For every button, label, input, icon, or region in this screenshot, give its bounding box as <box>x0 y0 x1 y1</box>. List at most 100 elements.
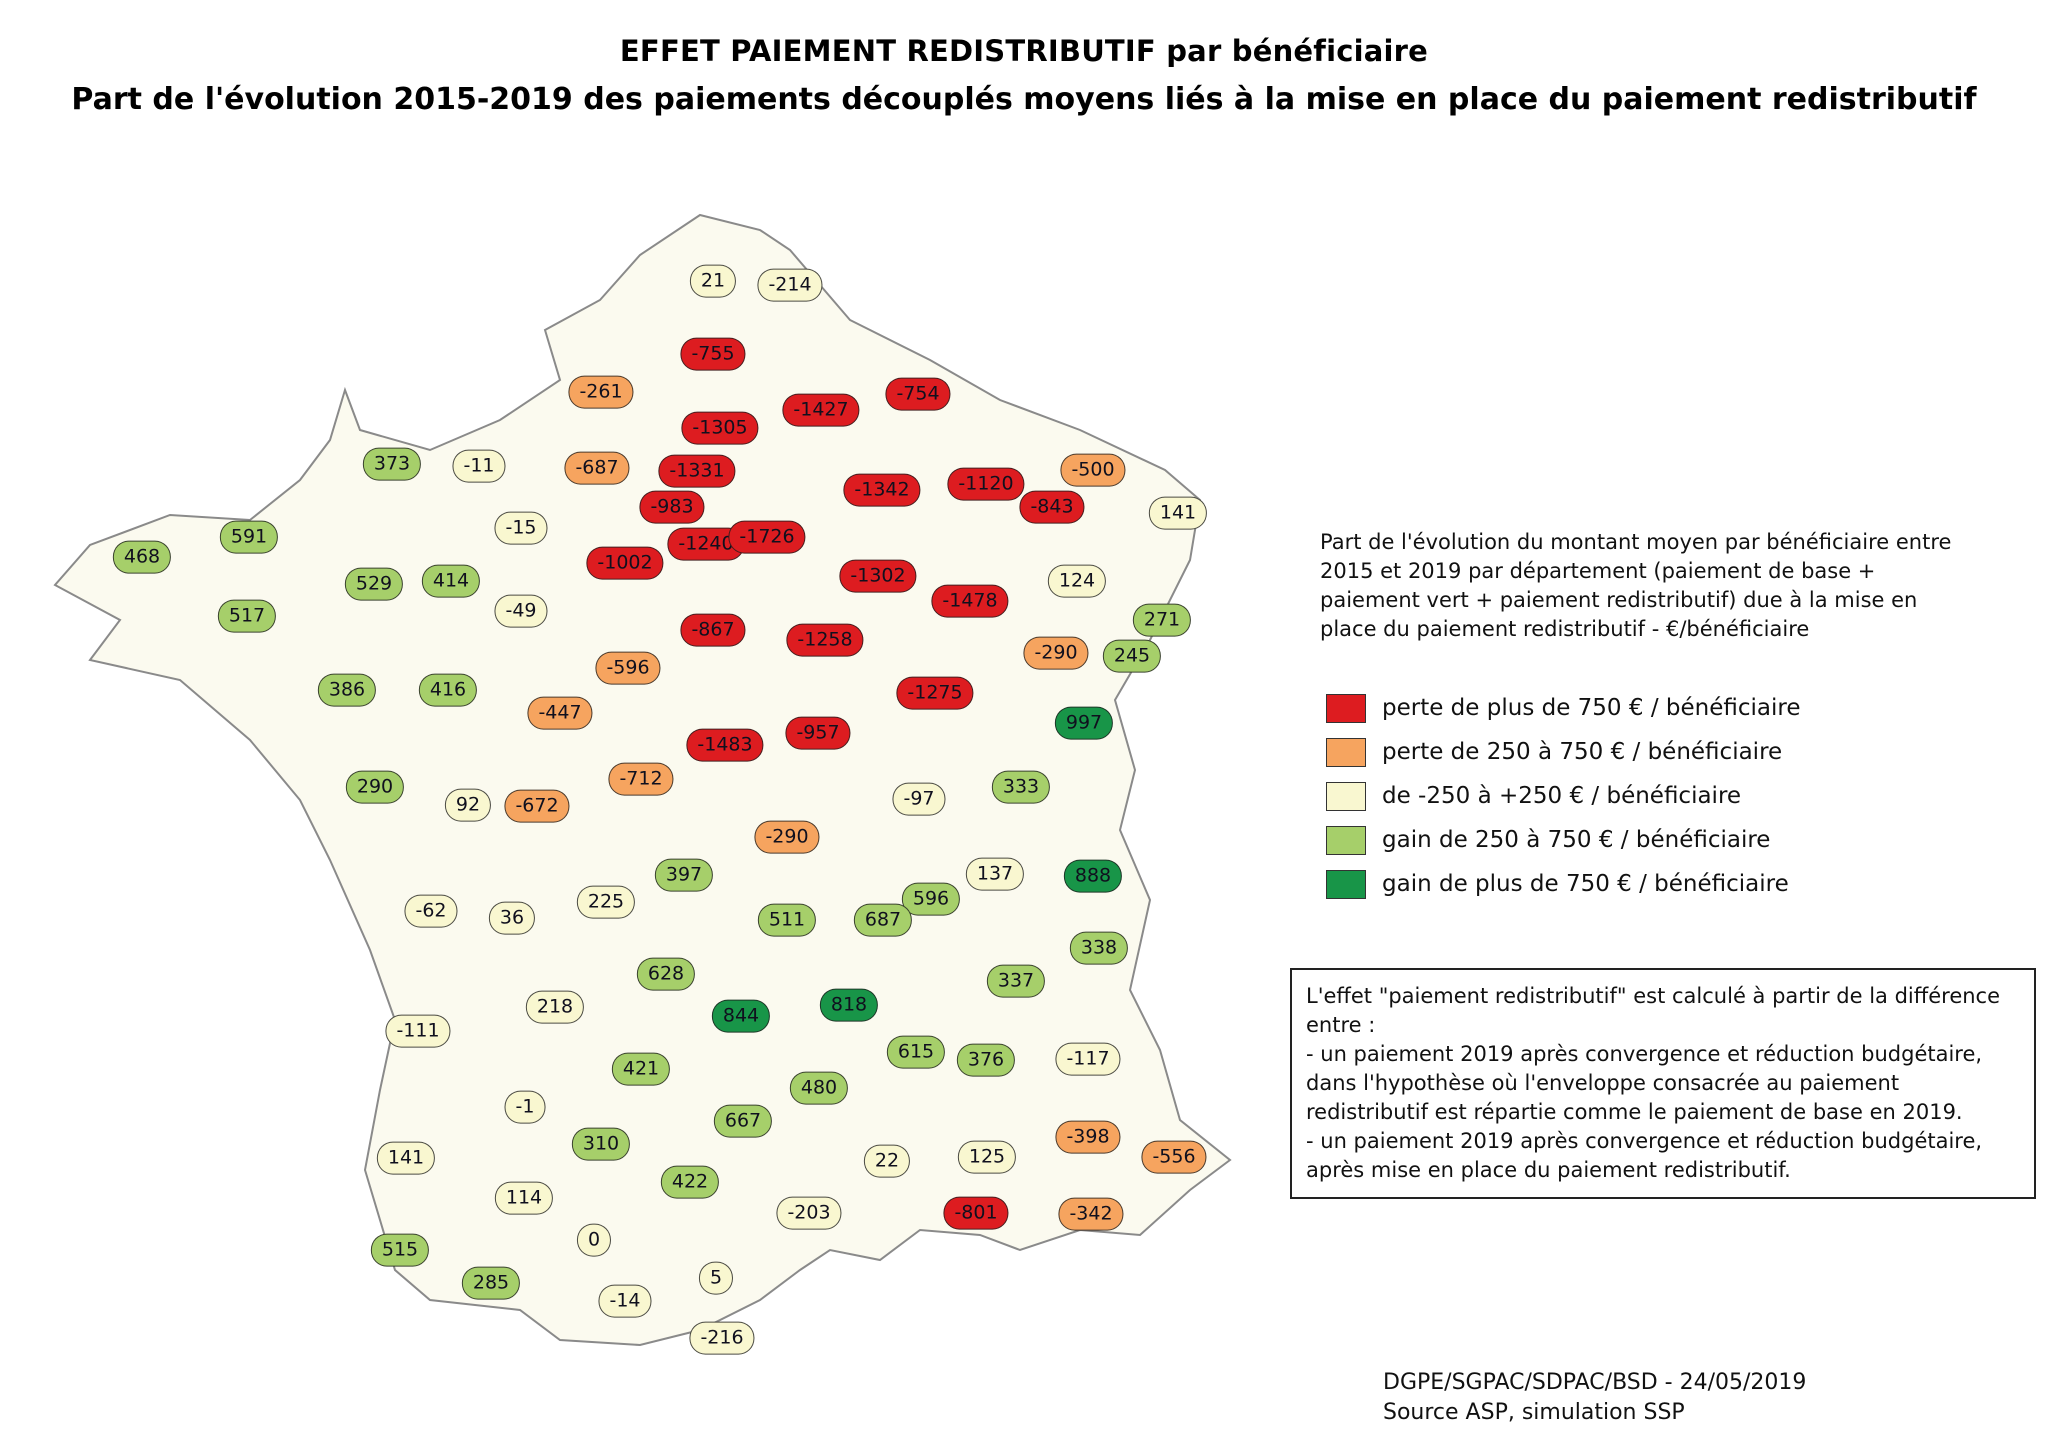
department-value--342: -342 <box>1058 1197 1124 1231</box>
department-value--1726: -1726 <box>728 520 806 554</box>
department-value-333: 333 <box>991 770 1051 804</box>
source-line-org: DGPE/SGPAC/SDPAC/BSD - 24/05/2019 <box>1383 1370 1807 1395</box>
department-value-36: 36 <box>488 901 536 935</box>
department-value-218: 218 <box>525 990 585 1024</box>
department-value-515: 515 <box>370 1233 430 1267</box>
department-value-225: 225 <box>576 885 636 919</box>
legend-item-loss-mid: perte de 250 à 750 € / bénéficiaire <box>1326 730 1800 774</box>
department-value--1483: -1483 <box>686 728 764 762</box>
department-value-888: 888 <box>1063 859 1123 893</box>
department-value--11: -11 <box>452 449 506 483</box>
page-header: EFFET PAIEMENT REDISTRIBUTIF par bénéfic… <box>0 34 2048 117</box>
source-line-data: Source ASP, simulation SSP <box>1383 1399 1685 1425</box>
department-value-416: 416 <box>418 673 478 707</box>
map-description: Part de l'évolution du montant moyen par… <box>1320 530 1952 641</box>
page-subtitle: Part de l'évolution 2015-2019 des paieme… <box>71 82 1977 117</box>
department-value--755: -755 <box>680 337 746 371</box>
source-block: DGPE/SGPAC/SDPAC/BSD - 24/05/2019 Source… <box>1383 1368 1806 1427</box>
department-value--214: -214 <box>757 268 823 302</box>
department-value-818: 818 <box>819 988 879 1022</box>
department-value-376: 376 <box>956 1043 1016 1077</box>
department-value-141: 141 <box>376 1141 436 1175</box>
department-value--1427: -1427 <box>782 393 860 427</box>
department-value--203: -203 <box>776 1196 842 1230</box>
department-value--1305: -1305 <box>681 411 759 445</box>
department-value-628: 628 <box>636 957 696 991</box>
department-value-245: 245 <box>1102 639 1162 673</box>
legend-item-gain-high: gain de plus de 750 € / bénéficiaire <box>1326 862 1800 906</box>
department-value--62: -62 <box>404 894 458 928</box>
department-value--712: -712 <box>608 762 674 796</box>
department-value--117: -117 <box>1055 1042 1121 1076</box>
department-value-422: 422 <box>660 1165 720 1199</box>
legend-swatch-cream <box>1326 781 1366 811</box>
note-line: L'effet "paiement redistributif" est cal… <box>1306 984 2001 1037</box>
department-value--556: -556 <box>1141 1140 1207 1174</box>
department-value-22: 22 <box>863 1144 911 1178</box>
department-value-137: 137 <box>965 857 1025 891</box>
legend-item-loss-high: perte de plus de 750 € / bénéficiaire <box>1326 686 1800 730</box>
legend-swatch-orange <box>1326 737 1366 767</box>
department-value-591: 591 <box>219 520 279 554</box>
department-value-397: 397 <box>654 858 714 892</box>
department-value--672: -672 <box>504 789 570 823</box>
department-value-615: 615 <box>886 1035 946 1069</box>
department-value-310: 310 <box>571 1127 631 1161</box>
department-value--1120: -1120 <box>947 467 1025 501</box>
department-value-386: 386 <box>317 673 377 707</box>
department-value--290: -290 <box>1023 636 1089 670</box>
department-value--843: -843 <box>1019 490 1085 524</box>
department-value-667: 667 <box>713 1104 773 1138</box>
department-value-596: 596 <box>901 882 961 916</box>
legend-label: gain de 250 à 750 € / bénéficiaire <box>1382 827 1771 853</box>
legend-label: gain de plus de 750 € / bénéficiaire <box>1382 871 1789 897</box>
department-value-373: 373 <box>362 447 422 481</box>
department-value-285: 285 <box>461 1266 521 1300</box>
department-value--983: -983 <box>639 490 705 524</box>
department-value-517: 517 <box>217 599 277 633</box>
legend-swatch-red <box>1326 693 1366 723</box>
department-value-271: 271 <box>1132 603 1192 637</box>
department-value-511: 511 <box>757 903 817 937</box>
department-value--15: -15 <box>494 511 548 545</box>
department-value-125: 125 <box>957 1140 1017 1174</box>
department-value-338: 338 <box>1069 931 1129 965</box>
page-title: EFFET PAIEMENT REDISTRIBUTIF par bénéfic… <box>619 34 1429 68</box>
map-legend: perte de plus de 750 € / bénéficiaire pe… <box>1326 686 1800 906</box>
methodology-note-box: L'effet "paiement redistributif" est cal… <box>1290 968 2036 1199</box>
department-value--1342: -1342 <box>843 473 921 507</box>
department-value--1275: -1275 <box>896 676 974 710</box>
department-value-529: 529 <box>344 567 404 601</box>
department-value--801: -801 <box>943 1196 1009 1230</box>
department-value--1258: -1258 <box>786 623 864 657</box>
department-value--398: -398 <box>1055 1120 1121 1154</box>
legend-swatch-light-green <box>1326 825 1366 855</box>
department-value--1302: -1302 <box>839 559 917 593</box>
department-value--97: -97 <box>892 782 946 816</box>
department-value-421: 421 <box>611 1052 671 1086</box>
legend-swatch-dark-green <box>1326 869 1366 899</box>
department-value--1478: -1478 <box>931 584 1009 618</box>
department-value-468: 468 <box>112 540 172 574</box>
legend-label: perte de 250 à 750 € / bénéficiaire <box>1382 739 1783 765</box>
department-value-92: 92 <box>444 788 492 822</box>
legend-label: de -250 à +250 € / bénéficiaire <box>1382 783 1742 809</box>
legend-item-gain-mid: gain de 250 à 750 € / bénéficiaire <box>1326 818 1800 862</box>
department-value--754: -754 <box>885 377 951 411</box>
department-value-5: 5 <box>698 1261 734 1295</box>
department-value--957: -957 <box>785 716 851 750</box>
department-value--14: -14 <box>598 1284 652 1318</box>
department-value-124: 124 <box>1047 564 1107 598</box>
department-value-997: 997 <box>1054 706 1114 740</box>
department-value--261: -261 <box>568 375 634 409</box>
department-value--290: -290 <box>754 820 820 854</box>
department-value-687: 687 <box>853 903 913 937</box>
department-value--1331: -1331 <box>658 454 736 488</box>
department-value-141: 141 <box>1148 496 1208 530</box>
department-value--111: -111 <box>385 1014 451 1048</box>
department-value--1: -1 <box>504 1090 546 1124</box>
department-value-480: 480 <box>789 1071 849 1105</box>
department-value--687: -687 <box>564 451 630 485</box>
